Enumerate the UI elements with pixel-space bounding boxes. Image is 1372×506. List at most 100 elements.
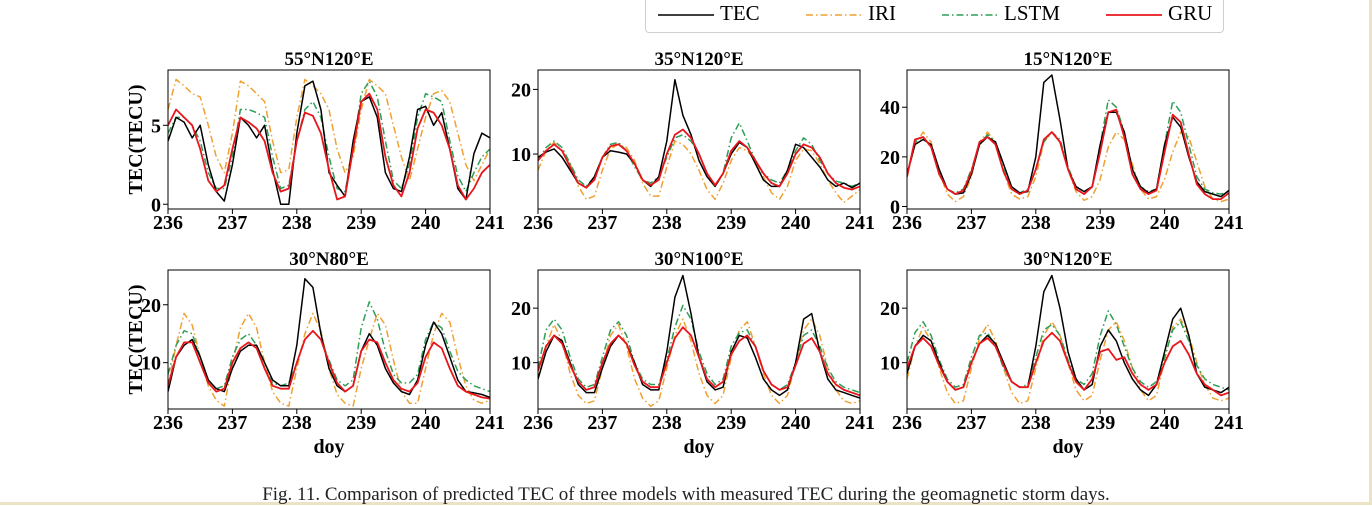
series-line-gru <box>168 92 490 201</box>
panel-1: 236 237 238 239 240 241 0 5 55°N120°E TEC(TECU) <box>125 49 505 234</box>
panel-title: 15°N120°E <box>1023 49 1112 70</box>
x-tick-label: 236 <box>523 412 553 434</box>
legend-label-gru: GRU <box>1168 1 1213 25</box>
series-line-lstm <box>907 310 1229 391</box>
x-tick-label: 238 <box>282 212 312 234</box>
x-tick-label: 237 <box>956 212 986 234</box>
series-line-tec <box>538 274 860 399</box>
series-line-iri <box>538 318 860 408</box>
panel-title: 35°N120°E <box>654 49 743 70</box>
x-tick-label: 240 <box>781 212 811 234</box>
x-tick-label: 236 <box>523 212 553 234</box>
series-line-gru <box>538 128 860 191</box>
y-axis-label: TEC(TECU) <box>125 84 147 194</box>
figure-caption: Fig. 11. Comparison of predicted TEC of … <box>262 484 1110 505</box>
x-tick-label: 236 <box>892 412 922 434</box>
x-tick-label: 240 <box>1150 412 1180 434</box>
y-tick-label: 20 <box>511 298 531 320</box>
charts-canvas: 236 237 238 239 240 2410555°N120°ETEC(TECU)23… <box>125 49 1244 458</box>
x-tick-label: 236 <box>153 212 183 234</box>
x-tick-label: 238 <box>282 412 312 434</box>
panel-title: 30°N80°E <box>289 249 369 270</box>
panel-5: 236 237 238 239 240 241 10 20 30°N100°E doy <box>511 249 875 458</box>
series-line-tec <box>907 274 1229 397</box>
y-tick-label: 20 <box>880 298 900 320</box>
y-tick-label: 10 <box>511 353 531 375</box>
x-tick-label: 237 <box>217 212 247 234</box>
y-tick-label: 20 <box>141 295 161 317</box>
y-axis-label: TEC(TECU) <box>125 284 147 394</box>
y-tick-label: 20 <box>880 147 900 169</box>
plot-frame <box>906 69 1230 210</box>
plot-frame <box>167 69 491 210</box>
series-line-tec <box>168 80 490 206</box>
panel-3: 236 237 238 239 240 241 0 20 40 15°N120°E <box>880 49 1244 234</box>
x-tick-label: 240 <box>781 412 811 434</box>
x-tick-label: 241 <box>845 212 875 234</box>
x-tick-label: 239 <box>346 412 376 434</box>
legend-swatch-gru <box>1106 14 1162 16</box>
x-tick-label: 238 <box>652 412 682 434</box>
legend: TEC IRI LSTM GRU <box>645 0 1224 33</box>
plot-frame <box>537 269 861 410</box>
y-tick-label: 5 <box>151 115 161 137</box>
x-tick-label: 241 <box>475 212 505 234</box>
series-line-lstm <box>907 99 1229 195</box>
panel-title: 55°N120°E <box>284 49 373 70</box>
x-tick-label: 241 <box>845 412 875 434</box>
series-line-gru <box>907 331 1229 397</box>
x-tick-label: 237 <box>587 212 617 234</box>
x-axis-label: doy <box>683 436 714 458</box>
x-tick-label: 237 <box>956 412 986 434</box>
x-tick-label: 238 <box>1021 412 1051 434</box>
legend-label-lstm: LSTM <box>1004 1 1061 25</box>
x-axis-label: doy <box>1052 436 1083 458</box>
legend-label-tec: TEC <box>720 1 760 25</box>
x-tick-label: 238 <box>1021 212 1051 234</box>
x-tick-label: 236 <box>892 212 922 234</box>
x-tick-label: 237 <box>587 412 617 434</box>
x-tick-label: 240 <box>1150 212 1180 234</box>
x-tick-label: 239 <box>1085 412 1115 434</box>
y-tick-label: 10 <box>141 353 161 375</box>
series-line-gru <box>168 329 490 400</box>
x-axis-label: doy <box>313 436 344 458</box>
x-tick-label: 237 <box>217 412 247 434</box>
panel-4: 236 237 238 239 240 241 10 20 30°N80°E TEC(TECU) d… <box>125 249 505 458</box>
plot-frame <box>167 269 491 410</box>
series-line-lstm <box>168 80 490 193</box>
panel-6: 236 237 238 239 240 241 10 20 30°N120°E doy <box>880 249 1244 458</box>
y-tick-label: 20 <box>511 79 531 101</box>
x-tick-label: 239 <box>716 412 746 434</box>
x-tick-label: 241 <box>1214 212 1244 234</box>
y-tick-label: 10 <box>880 353 900 375</box>
x-tick-label: 239 <box>346 212 376 234</box>
x-tick-label: 238 <box>652 212 682 234</box>
panel-title: 30°N100°E <box>654 249 743 270</box>
x-tick-label: 239 <box>1085 212 1115 234</box>
legend-swatch-lstm <box>942 14 998 16</box>
series-line-tec <box>907 74 1229 198</box>
x-tick-label: 240 <box>411 412 441 434</box>
legend-label-iri: IRI <box>868 1 896 25</box>
y-tick-label: 40 <box>880 97 900 119</box>
panel-title: 30°N120°E <box>1023 249 1112 270</box>
legend-swatch-tec <box>658 14 714 16</box>
x-tick-label: 241 <box>475 412 505 434</box>
series-line-gru <box>907 108 1229 201</box>
plot-frame <box>537 69 861 210</box>
series-line-iri <box>538 140 860 204</box>
x-tick-label: 240 <box>411 212 441 234</box>
series-line-lstm <box>538 304 860 394</box>
x-tick-label: 239 <box>716 212 746 234</box>
series-line-lstm <box>168 301 490 393</box>
series-line-tec <box>538 78 860 189</box>
series-line-gru <box>538 326 860 397</box>
plot-frame <box>906 269 1230 410</box>
x-tick-label: 236 <box>153 412 183 434</box>
y-tick-label: 0 <box>890 197 900 219</box>
x-tick-label: 241 <box>1214 412 1244 434</box>
panel-2: 236 237 238 239 240 241 10 20 35°N120°E <box>511 49 875 234</box>
legend-swatch-iri <box>806 14 862 16</box>
